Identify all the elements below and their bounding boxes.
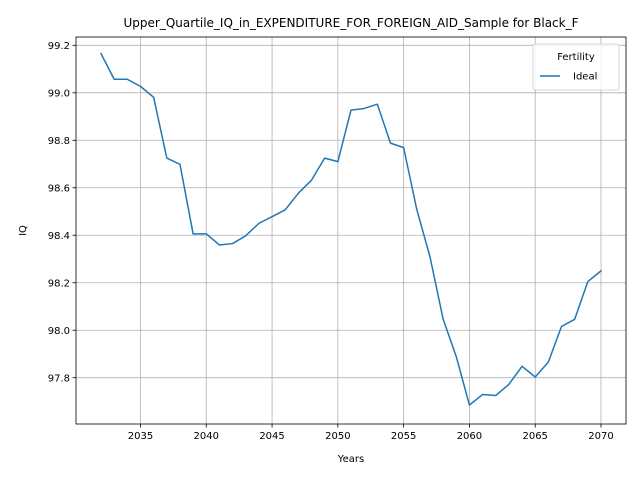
x-tick-label: 2040	[194, 431, 219, 442]
legend-title: Fertility	[557, 52, 595, 63]
x-tick-label: 2060	[457, 431, 482, 442]
x-tick-label: 2050	[325, 431, 350, 442]
x-tick-label: 2055	[391, 431, 416, 442]
legend: Fertility Ideal	[532, 43, 620, 91]
x-tick-label: 2065	[522, 431, 547, 442]
x-tick-label: 2070	[588, 431, 613, 442]
y-tick-label: 98.2	[48, 278, 70, 289]
y-tick-label: 97.8	[48, 373, 70, 384]
legend-entry-label: Ideal	[573, 72, 597, 83]
legend-entries: Ideal	[540, 72, 597, 83]
x-tick-label: 2035	[128, 431, 153, 442]
plot-frame	[75, 36, 627, 425]
x-axis: 2035 2040 2045 2050 2055 2060 2065 2070	[128, 424, 614, 442]
chart-title: Upper_Quartile_IQ_in_EXPENDITURE_FOR_FOR…	[123, 16, 578, 30]
y-tick-label: 99.0	[48, 88, 70, 99]
x-tick-label: 2045	[259, 431, 284, 442]
y-axis-label: IQ	[18, 225, 29, 236]
y-tick-label: 98.6	[48, 183, 70, 194]
y-axis: 97.8 98.0 98.2 98.4 98.6 98.8 99.0 99.2	[48, 41, 76, 384]
grid-lines	[76, 37, 626, 424]
y-tick-label: 98.8	[48, 136, 70, 147]
series-layer	[99, 52, 603, 406]
series-line	[99, 52, 603, 406]
y-tick-label: 99.2	[48, 41, 70, 52]
y-tick-label: 98.4	[48, 231, 70, 242]
y-tick-label: 98.0	[48, 326, 70, 337]
legend-box	[532, 43, 620, 91]
x-axis-label: Years	[337, 454, 364, 465]
